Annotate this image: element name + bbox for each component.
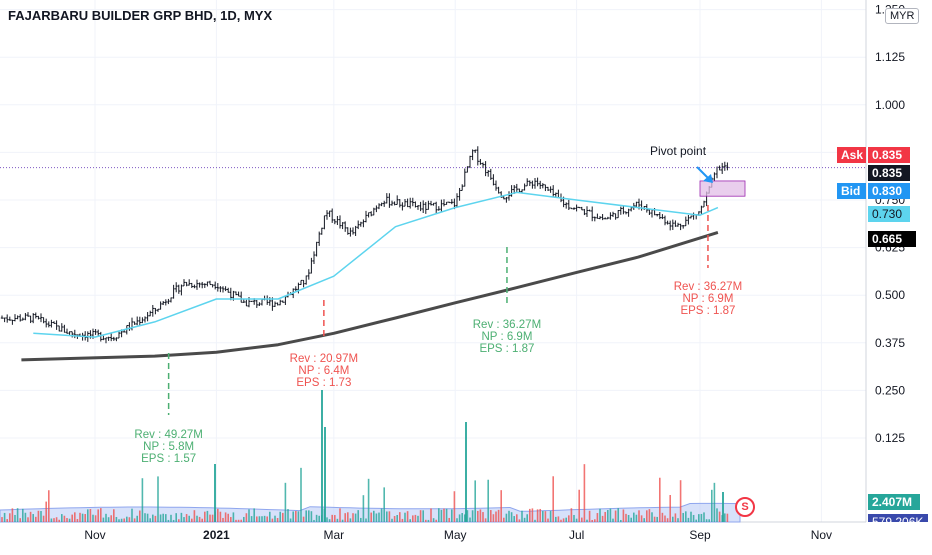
x-tick-label: Nov <box>84 528 105 542</box>
x-tick-label: Nov <box>811 528 832 542</box>
x-tick-label: Sep <box>689 528 711 542</box>
bid-price: 0.830 <box>868 183 910 199</box>
annotation-text: Rev : 20.97M <box>290 353 358 365</box>
y-tick-label: 1.125 <box>875 50 905 64</box>
annotation-text: NP : 6.9M <box>481 331 532 343</box>
annotation-text: EPS : 1.73 <box>296 377 351 389</box>
ma-long-value: 0.665 <box>868 231 916 247</box>
y-tick-label: 0.125 <box>875 431 905 445</box>
ask-price: 0.835 <box>868 147 910 163</box>
chart-title: FAJARBARU BUILDER GRP BHD, 1D, MYX <box>8 8 273 23</box>
annotation-text: NP : 6.9M <box>682 293 733 305</box>
bid-label: Bid <box>837 183 866 199</box>
split-event-icon[interactable]: S <box>735 497 755 517</box>
ma-short-line <box>33 191 719 338</box>
annotation-text: EPS : 1.57 <box>141 453 196 465</box>
annotation-text: NP : 5.8M <box>143 441 194 453</box>
annotation-text: EPS : 1.87 <box>680 305 735 317</box>
x-tick-label: Mar <box>323 528 344 542</box>
ask-label: Ask <box>837 147 866 163</box>
y-tick-label: 0.250 <box>875 383 905 397</box>
volume-ma-value: 579.206K <box>868 514 928 522</box>
annotation-text: Rev : 36.27M <box>674 281 742 293</box>
last-price: 0.835 <box>868 165 910 181</box>
y-tick-label: 0.500 <box>875 288 905 302</box>
currency-badge[interactable]: MYR <box>885 8 920 24</box>
pivot-zone <box>699 180 746 197</box>
ma-long-line <box>21 230 719 362</box>
annotation-text: EPS : 1.87 <box>479 343 534 355</box>
y-tick-label: 1.000 <box>875 98 905 112</box>
volume-value: 2.407M <box>868 494 920 510</box>
x-tick-label: Jul <box>569 528 584 542</box>
annotation-text: Rev : 49.27M <box>134 429 202 441</box>
y-tick-label: 0.375 <box>875 336 905 350</box>
x-tick-label: 2021 <box>203 528 230 542</box>
ma-short-value: 0.730 <box>868 206 910 222</box>
x-tick-label: May <box>444 528 467 542</box>
annotation-text: NP : 6.4M <box>298 365 349 377</box>
annotation-text: Rev : 36.27M <box>473 319 541 331</box>
pivot-point-label: Pivot point <box>650 144 707 158</box>
pivot-arrow-head <box>703 174 713 183</box>
